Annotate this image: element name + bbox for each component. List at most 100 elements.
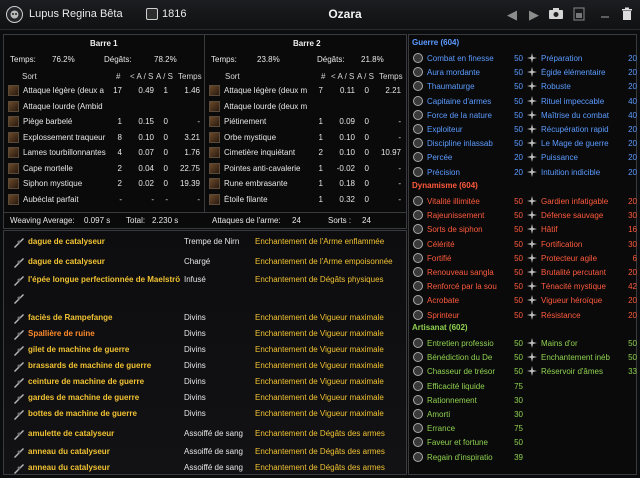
cp-star[interactable]: Préparation 20: [527, 52, 637, 65]
cp-star-icon: [527, 267, 537, 277]
cp-star[interactable]: Précision 20: [413, 166, 523, 179]
helmet-icon: [12, 311, 26, 325]
previous-icon[interactable]: ◀: [507, 7, 517, 22]
gear-row[interactable]: l'épée longue perfectionnée de Maelströ I…: [12, 273, 402, 288]
cp-star[interactable]: Sprinteur 50: [413, 309, 523, 322]
cp-star-value: 6: [632, 253, 637, 263]
cp-star[interactable]: Égide élémentaire 20: [527, 66, 637, 79]
next-icon[interactable]: ▶: [529, 7, 539, 22]
cp-star[interactable]: Vigueur héroïque 20: [527, 294, 637, 307]
gear-row[interactable]: gilet de machine de guerre Divins Enchante…: [12, 343, 402, 358]
cp-star[interactable]: Célérité 50: [413, 238, 523, 251]
cp-star-value: 20: [514, 167, 523, 177]
cp-section-dynamisme-title: Dynamisme (604): [412, 181, 478, 190]
cp-star[interactable]: Renforcé par la sou 50: [413, 280, 523, 293]
cp-star[interactable]: Mains d'or 50: [527, 337, 637, 350]
cp-star-value: 30: [628, 239, 637, 249]
cp-star[interactable]: Robuste 20: [527, 80, 637, 93]
cp-star[interactable]: Discipline inlassab 50: [413, 137, 523, 150]
cp-star[interactable]: Réservoir d'âmes 33: [527, 365, 637, 378]
cp-star[interactable]: Fortifié 50: [413, 252, 523, 265]
cp-star[interactable]: Renouveau sangla 50: [413, 266, 523, 279]
gear-row[interactable]: anneau du catalyseur Assoiffé de sang Ench…: [12, 461, 402, 476]
cp-star[interactable]: Combat en finesse 50: [413, 52, 523, 65]
gear-row[interactable]: Spallière de ruine Divins Enchantement de …: [12, 327, 402, 342]
cp-star[interactable]: Rajeunissement 50: [413, 209, 523, 222]
bar-1-damage-value: 78.2%: [154, 55, 177, 64]
cp-star[interactable]: Regain d'inspiratio 39: [413, 451, 523, 464]
cp-star-name: Hâtif: [541, 225, 558, 235]
cp-star[interactable]: Rituel impeccable 40: [527, 95, 637, 108]
cp-star[interactable]: Force de la nature 50: [413, 109, 523, 122]
delete-icon[interactable]: [620, 7, 634, 22]
cp-star-name: Gardien infatigable: [541, 197, 609, 206]
cp-star[interactable]: Hâtif 16: [527, 223, 637, 236]
gear-enchant: Enchantement de Dégâts physiques: [255, 275, 384, 284]
cp-star[interactable]: Rationnement 30: [413, 394, 523, 407]
gear-row[interactable]: brassards de machine de guerre Divins Ench…: [12, 359, 402, 374]
cp-star-icon: [413, 366, 423, 377]
skill-count: 1: [318, 117, 323, 126]
bar-2-damage-label: Dégâts:: [317, 55, 345, 64]
gear-enchant: Enchantement de Vigueur maximale: [255, 329, 384, 338]
cp-star[interactable]: Brutalité percutant 20: [527, 266, 637, 279]
cp-star-name: Maîtrise du combat: [541, 110, 610, 120]
cp-star[interactable]: Intuition indicible 20: [527, 166, 637, 179]
cp-star-name: Efficacité liquide: [427, 381, 485, 391]
cp-star[interactable]: Faveur et fortune 50: [413, 436, 523, 449]
cp-star[interactable]: Thaumaturge 50: [413, 80, 523, 93]
cp-star[interactable]: Errance 75: [413, 422, 523, 435]
cp-star-icon: [413, 437, 423, 448]
skill-icon: [209, 147, 220, 158]
cp-star[interactable]: Récupération rapid 20: [527, 123, 637, 136]
cp-star-value: 50: [514, 68, 523, 78]
skill-icon: [8, 116, 19, 127]
cp-star[interactable]: Acrobate 50: [413, 294, 523, 307]
cp-star-value: 50: [514, 82, 523, 92]
export-icon[interactable]: [572, 7, 586, 22]
skill-count: 1: [318, 194, 323, 204]
gear-name: l'épée longue perfectionnée de Maelströ: [28, 275, 181, 284]
cp-star[interactable]: Défense sauvage 30: [527, 209, 637, 222]
gear-row[interactable]: ceinture de machine de guerre Divins Encha…: [12, 375, 402, 390]
cp-star[interactable]: Aura mordante 50: [413, 66, 523, 79]
cp-star[interactable]: Gardien infatigable 20: [527, 195, 637, 208]
cp-star[interactable]: Résistance 20: [527, 309, 637, 322]
cp-star[interactable]: Chasseur de trésor 50: [413, 365, 523, 378]
gear-row[interactable]: bottes de machine de guerre Divins Enchant…: [12, 407, 402, 422]
cp-star[interactable]: Efficacité liquide 75: [413, 380, 523, 393]
skill-aps: 0.32: [339, 194, 355, 204]
skills-panel: Barre 1 Temps: 76.2% Dégâts: 78.2% Sort …: [3, 34, 407, 229]
cp-star[interactable]: Maîtrise du combat 40: [527, 109, 637, 122]
cp-star[interactable]: Bénédiction du De 50: [413, 351, 523, 364]
cp-star-name: Célérité: [427, 239, 455, 249]
gear-row[interactable]: anneau du catalyseur Assoiffé de sang Ench…: [12, 445, 402, 460]
skill-name: Explossement traqueur: [23, 132, 106, 142]
skill-name: Attaque légère (deux a: [23, 86, 104, 95]
cp-star[interactable]: Capitaine d'armes 50: [413, 95, 523, 108]
cp-star[interactable]: Sorts de siphon 50: [413, 223, 523, 236]
cp-star[interactable]: Fortification 30: [527, 238, 637, 251]
cp-star[interactable]: Exploiteur 50: [413, 123, 523, 136]
cp-star[interactable]: Enchantement inéb 50: [527, 351, 637, 364]
gear-row[interactable]: dague de catalyseur Trempe de Nirn Enchant…: [12, 235, 402, 250]
cp-star[interactable]: Puissance 20: [527, 151, 637, 164]
gear-row[interactable]: amulette de catalyseur Assoiffé de sang En…: [12, 427, 402, 442]
gear-row[interactable]: dague de catalyseur Chargé Enchantement de…: [12, 255, 402, 270]
cp-star[interactable]: Amorti 30: [413, 408, 523, 421]
cp-star[interactable]: Le Mage de guerre 20: [527, 137, 637, 150]
minimize-icon[interactable]: [598, 7, 612, 22]
cp-star[interactable]: Entretien professio 50: [413, 337, 523, 350]
cp-star[interactable]: Protecteur agile 6: [527, 252, 637, 265]
gear-row[interactable]: faciès de Rampefange Divins Enchantement d…: [12, 311, 402, 326]
cp-star-icon: [527, 152, 537, 163]
cp-star[interactable]: Ténacité mystique 42: [527, 280, 637, 293]
camera-icon[interactable]: [548, 7, 564, 22]
cp-star[interactable]: Percée 20: [413, 151, 523, 164]
gear-row[interactable]: gardes de machine de guerre Divins Enchant…: [12, 391, 402, 406]
gear-row[interactable]: [12, 291, 402, 306]
character-name: Lupus Regina Bêta: [29, 8, 123, 20]
gear-trait: Divins: [184, 313, 206, 322]
cp-star[interactable]: Vitalité illimitée 50: [413, 195, 523, 208]
cp-star-icon: [413, 224, 423, 235]
